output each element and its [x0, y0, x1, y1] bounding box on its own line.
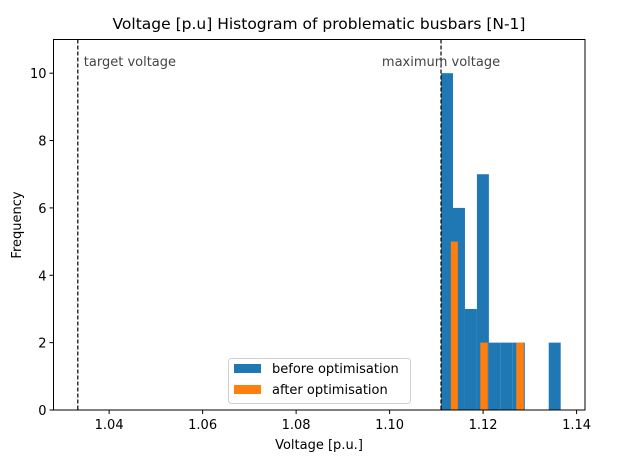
x-axis-label: Voltage [p.u.] — [275, 438, 363, 453]
x-tick-label: 1.04 — [95, 418, 124, 433]
maximum-voltage-label: maximum voltage — [382, 55, 500, 70]
legend-label-before: before optimisation — [272, 362, 399, 377]
plot-frame — [53, 39, 586, 411]
y-tick-label: 8 — [38, 135, 46, 150]
bar-before-optimisation — [452, 207, 465, 410]
bar-before-optimisation — [548, 342, 561, 410]
y-tick-label: 10 — [30, 67, 47, 82]
legend-box — [228, 358, 411, 404]
x-tick-label: 1.10 — [375, 418, 404, 433]
bar-after-optimisation — [480, 342, 488, 410]
x-tick-label: 1.06 — [188, 418, 217, 433]
bar-after-optimisation — [516, 342, 524, 410]
target-voltage-label: target voltage — [84, 55, 176, 70]
y-tick-label: 4 — [38, 269, 46, 284]
bar-before-optimisation — [464, 308, 477, 410]
legend-label-after: after optimisation — [272, 383, 388, 398]
x-tick-label: 1.08 — [282, 418, 311, 433]
legend-swatch-after — [234, 385, 261, 394]
legend-swatch-before — [234, 364, 261, 373]
chart-title: Voltage [p.u] Histogram of problematic b… — [113, 15, 526, 33]
bar-before-optimisation — [500, 342, 513, 410]
bar-before-optimisation — [476, 174, 489, 410]
bar-before-optimisation — [488, 342, 501, 410]
y-axis-label: Frequency — [10, 191, 25, 258]
bar-before-optimisation — [441, 73, 453, 410]
y-tick-label: 2 — [38, 337, 46, 352]
y-tick-label: 6 — [38, 202, 46, 217]
x-tick-label: 1.14 — [562, 418, 591, 433]
x-tick-label: 1.12 — [469, 418, 498, 433]
y-tick-label: 0 — [38, 404, 46, 419]
bar-after-optimisation — [450, 241, 458, 410]
legend: before optimisation after optimisation — [228, 358, 411, 404]
